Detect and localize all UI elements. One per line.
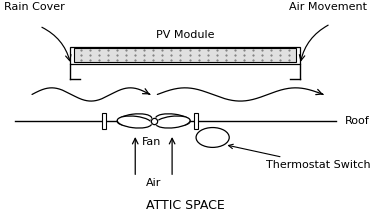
Text: Air: Air (146, 178, 161, 188)
Bar (194, 113, 199, 129)
Text: ATTIC SPACE: ATTIC SPACE (145, 200, 224, 212)
Text: PV Module: PV Module (156, 30, 214, 40)
Text: Air Movement: Air Movement (289, 2, 367, 12)
Ellipse shape (156, 116, 190, 128)
Text: T: T (209, 133, 216, 143)
Text: Thermostat Switch: Thermostat Switch (229, 144, 371, 170)
Circle shape (196, 128, 229, 147)
Ellipse shape (156, 114, 190, 126)
Text: Roof: Roof (346, 116, 370, 126)
Text: Fan: Fan (142, 137, 161, 147)
Bar (70, 47, 300, 63)
Bar (101, 113, 106, 129)
Bar (74, 48, 296, 62)
Ellipse shape (117, 116, 152, 128)
Ellipse shape (117, 114, 152, 126)
Text: Rain Cover: Rain Cover (4, 2, 65, 12)
